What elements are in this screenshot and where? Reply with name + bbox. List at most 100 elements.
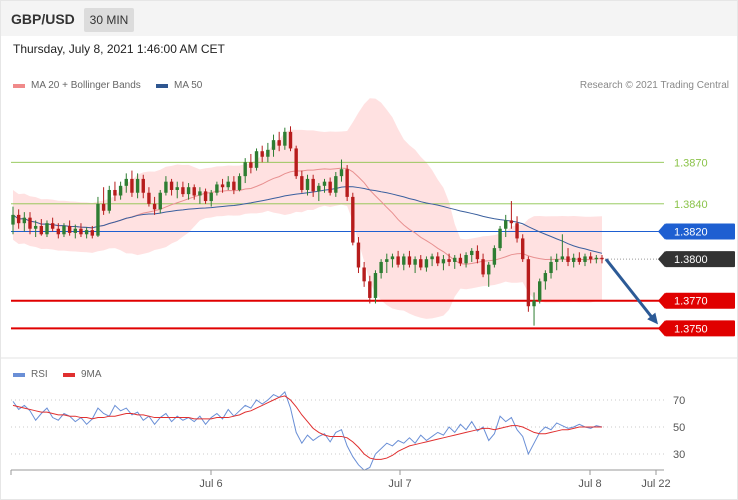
candle-body <box>549 261 553 274</box>
candle-body <box>577 257 582 262</box>
ma50-label: MA 50 <box>174 80 203 91</box>
candle <box>73 224 77 239</box>
candle-body <box>424 259 429 268</box>
candle <box>209 189 213 207</box>
x-tick-label: Jul 22 <box>641 478 670 490</box>
level-tag-1-3820 <box>665 223 735 240</box>
legend-ma9: 9MA <box>63 369 102 380</box>
candle <box>118 181 123 200</box>
candle-body <box>16 214 21 224</box>
candle-body <box>470 250 474 256</box>
candle-body <box>402 256 406 265</box>
candle-body <box>453 257 457 262</box>
candle-body <box>243 162 247 177</box>
candle-body <box>73 228 77 233</box>
candle-body <box>215 184 219 193</box>
level-label-1-3820: 1.3820 <box>674 226 708 238</box>
candle <box>560 234 565 262</box>
legend-ma50: MA 50 <box>156 80 202 91</box>
candle-body <box>351 196 355 243</box>
candle-body <box>141 178 145 193</box>
candle <box>220 178 225 193</box>
candle-body <box>419 259 423 268</box>
level-label-1-3750: 1.3750 <box>674 323 708 335</box>
candle-body <box>226 181 230 188</box>
candle <box>305 174 310 196</box>
timestamp: Thursday, July 8, 2021 1:46:00 AM CET <box>13 42 225 56</box>
candle <box>475 245 480 264</box>
candle <box>339 159 344 182</box>
candle-body <box>62 225 66 235</box>
candle <box>84 227 89 239</box>
candle <box>396 250 400 268</box>
candle <box>498 225 502 251</box>
candle <box>345 165 349 202</box>
candle <box>62 223 66 238</box>
candle <box>436 252 440 267</box>
ma9-label: 9MA <box>81 369 102 380</box>
candle <box>509 201 514 229</box>
candle <box>322 178 327 193</box>
candle <box>532 292 536 326</box>
candle <box>549 256 553 279</box>
candle-body <box>322 181 327 186</box>
candle-body <box>39 225 44 235</box>
candle-body <box>254 151 259 168</box>
rsi-ma-line <box>12 395 602 460</box>
candle-body <box>543 273 548 282</box>
candle-body <box>373 273 378 298</box>
candle-body <box>249 162 253 168</box>
candle <box>113 181 117 202</box>
level-label-1-3840: 1.3840 <box>674 199 708 211</box>
candle-body <box>560 256 565 260</box>
candle <box>453 255 457 269</box>
candle-body <box>379 261 383 274</box>
rsi-swatch <box>13 372 25 377</box>
candle <box>243 158 247 184</box>
candle <box>79 223 83 238</box>
level-label-1-3800: 1.3800 <box>674 254 708 266</box>
candle-body <box>407 256 412 265</box>
candle-body <box>464 255 468 264</box>
candle <box>164 176 168 196</box>
candle-body <box>436 256 440 264</box>
candle-body <box>84 230 89 235</box>
candle-body <box>232 181 236 190</box>
candle-body <box>130 178 134 193</box>
candle-body <box>181 187 185 195</box>
candle-body <box>164 181 168 193</box>
candle-body <box>124 178 128 186</box>
candle-body <box>11 214 15 225</box>
candle <box>283 127 287 150</box>
candle-body <box>28 217 32 229</box>
candle <box>175 181 179 199</box>
forecast-arrow-head <box>647 312 658 325</box>
candle <box>554 253 559 271</box>
candle <box>101 187 106 215</box>
level-tag-pointer <box>658 223 665 240</box>
candle-body <box>526 259 531 307</box>
candle <box>203 188 208 204</box>
candle <box>254 148 259 171</box>
candle <box>447 253 451 267</box>
candle-body <box>368 281 372 298</box>
candle-body <box>79 228 83 235</box>
candle <box>147 187 151 207</box>
candle <box>260 145 264 163</box>
candle-body <box>447 259 451 262</box>
candle-body <box>175 187 179 190</box>
ma20-swatch <box>13 83 25 88</box>
candle-body <box>147 192 151 204</box>
candle <box>402 253 406 271</box>
candle <box>249 153 253 174</box>
candle <box>186 183 191 200</box>
legend-rsi: RSI <box>13 369 48 380</box>
candle-body <box>521 238 525 260</box>
candle-body <box>600 257 604 260</box>
candle-body <box>152 203 157 210</box>
bollinger-band <box>13 98 602 319</box>
candle <box>419 255 423 271</box>
timeframe-badge[interactable]: 30 MIN <box>84 8 134 32</box>
candle-body <box>45 223 49 235</box>
